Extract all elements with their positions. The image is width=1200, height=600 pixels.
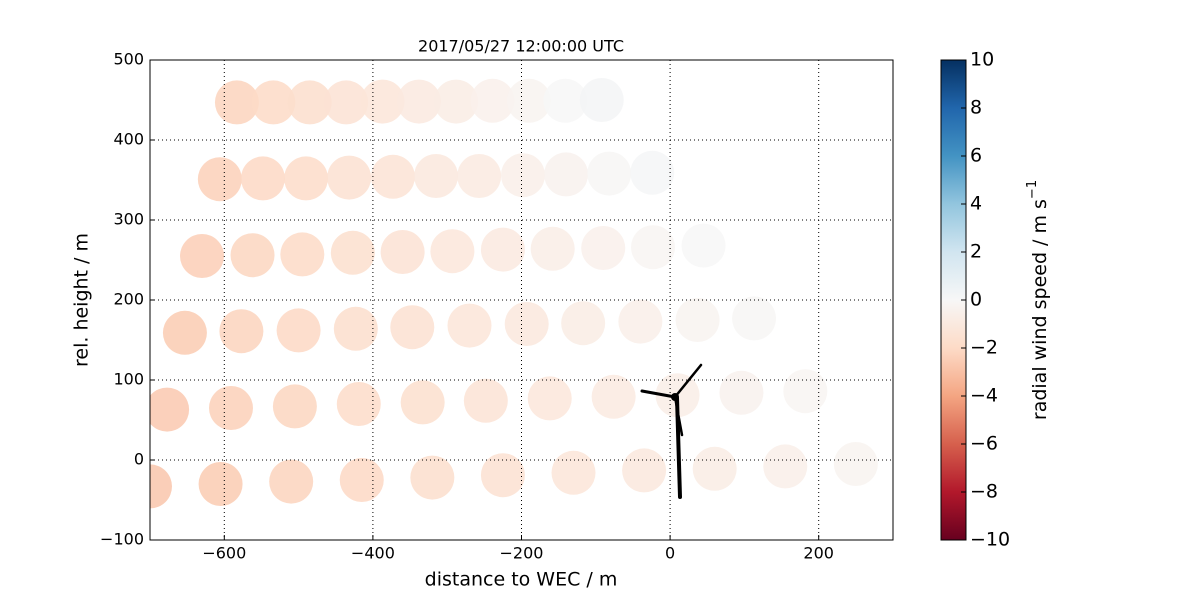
colorbar-tick-label: 10 [970,49,994,71]
scan-point [414,154,459,198]
scan-point [630,150,675,195]
scan-point [330,230,375,275]
y-tick-label: 0 [134,450,144,469]
scan-point [631,225,676,270]
scan-point [339,458,384,502]
scan-point [360,79,405,124]
colorbar-tick-label: 2 [970,241,982,263]
scan-point [504,302,549,346]
colorbar-label: radial wind speed / m s−1 [1025,180,1051,420]
scan-point [544,152,589,197]
colorbar-tick-label: 6 [970,145,982,167]
scan-point [480,227,525,272]
x-tick-label: 200 [803,544,834,563]
scan-point [500,153,545,198]
scan-point [380,230,425,274]
scan-point [370,154,415,199]
scan-point [219,309,264,354]
scan-point [269,459,314,504]
scan-point [324,80,369,125]
y-tick-label: 400 [113,130,144,149]
colorbar-tick-label: −4 [970,385,998,407]
y-tick-label: 100 [113,370,144,389]
scan-point [180,234,225,278]
scan-point [214,80,259,125]
scan-point [587,151,632,196]
x-tick-label: −200 [500,544,544,563]
y-tick-label: 500 [113,50,144,69]
scan-point [333,306,378,351]
x-axis-label: distance to WEC / m [425,569,618,591]
scan-point [251,80,296,125]
scan-point [543,78,588,123]
colorbar-tick-label: 8 [970,97,982,119]
x-tick-label: 0 [665,544,675,563]
scan-point [198,462,243,506]
scan-point [581,226,626,270]
plot-frame [149,59,894,541]
scan-point [430,229,475,274]
colorbar-tick-label: 4 [970,193,982,215]
scan-point [390,305,435,350]
colorbar-tick-label: −2 [970,337,998,359]
scan-point [280,232,325,277]
scan-point [618,299,663,344]
scan-point [457,154,502,198]
scan-point [551,450,596,495]
scan-point [506,78,551,123]
scan-point [530,226,575,271]
scan-point [463,378,508,423]
scan-point [480,453,525,498]
scan-point [327,155,372,200]
y-tick-label: 200 [113,290,144,309]
scan-point [622,448,667,493]
y-tick-label: 300 [113,210,144,229]
scan-point [208,386,253,430]
scan-point [783,369,828,414]
scan-point [162,310,207,355]
scan-point [240,156,285,201]
colorbar-label-text: radial wind speed / m s [1029,199,1051,420]
colorbar-tick-label: −8 [970,481,998,503]
scan-point [197,157,242,202]
scan-point [410,455,455,500]
colorbar-label-sup: −1 [1025,180,1040,199]
scan-point [833,442,878,486]
scan-point [579,78,624,122]
colorbar-tick-label: 0 [970,289,982,311]
scan-point [447,303,492,348]
x-tick-label: −400 [351,544,395,563]
scan-point [692,446,737,491]
scan-point [400,380,445,425]
scan-point [434,79,479,124]
scan-point [732,296,777,341]
scan-point [336,382,381,426]
chart-title: 2017/05/27 12:00:00 UTC [418,37,624,56]
scan-point [681,223,726,268]
colorbar-tick-label: −10 [970,529,1010,551]
scan-point [719,370,764,415]
scan-point [396,79,441,124]
scan-point [276,308,321,353]
wind-turbine [640,363,703,499]
scan-point [230,233,275,278]
scan-point [150,387,190,432]
y-tick-label: −100 [100,530,144,549]
scan-point [287,80,332,125]
scan-point [591,374,636,419]
scan-point [763,444,808,489]
scan-point [561,301,606,346]
x-tick-label: −600 [202,544,246,563]
scan-point [284,156,329,201]
scan-point [272,384,317,429]
scan-points [150,78,878,509]
scan-point [150,464,172,509]
axes: −600 −400 −200 0 200 −100 0 100 200 300 400 500 [100,50,893,563]
scan-point [675,298,720,342]
scan-point [527,376,572,421]
colorbar-tick-label: −6 [970,433,998,455]
scan-point [470,78,515,123]
y-axis-label: rel. height / m [71,233,93,367]
